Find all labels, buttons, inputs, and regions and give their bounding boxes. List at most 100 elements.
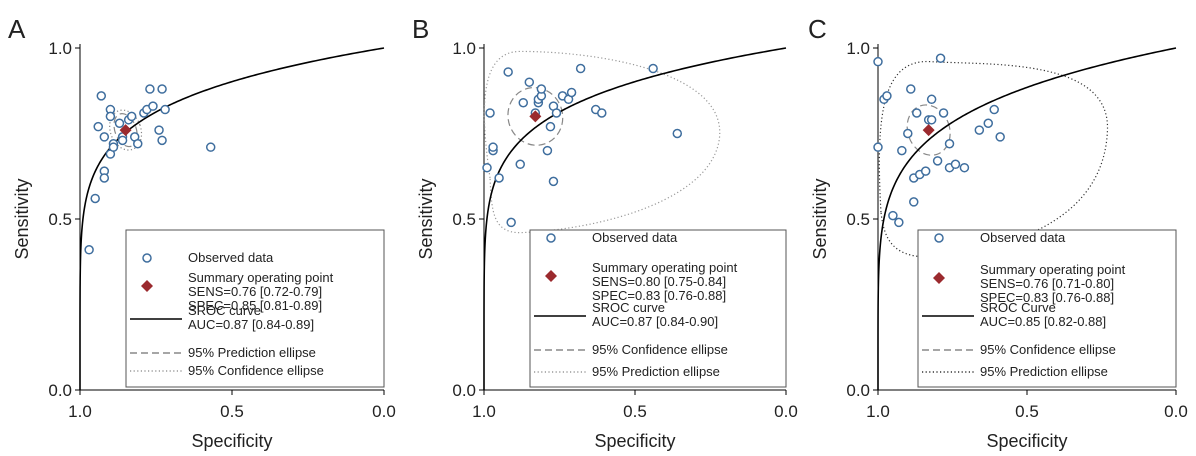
x-tick-label: 0.0 (774, 402, 798, 421)
legend-frame (529, 229, 787, 388)
y-tick-label: 0.0 (846, 381, 870, 400)
x-axis-title: Specificity (191, 431, 272, 451)
observed-point (909, 197, 919, 207)
observed-point (935, 53, 946, 64)
legend-summary-label: Summary operating point (188, 270, 334, 285)
x-tick-label: 0.5 (220, 402, 244, 421)
observed-point (96, 91, 107, 101)
y-tick-label: 0.0 (452, 381, 476, 400)
observed-point (903, 128, 913, 139)
legend-summary-symbol (141, 280, 153, 292)
observed-point (888, 210, 898, 221)
observed-point (944, 139, 955, 149)
observed-point (93, 121, 103, 132)
legend-observed-symbol (934, 233, 944, 243)
observed-point (148, 101, 158, 111)
y-tick-label: 0.5 (846, 210, 870, 229)
legend-frame (917, 229, 1177, 388)
legend-auc-label: AUC=0.87 [0.84-0.90] (592, 314, 718, 329)
legend-ellipse1-label: 95% Prediction ellipse (188, 345, 316, 360)
y-tick-label: 1.0 (846, 39, 870, 58)
legend: Observed data Summary operating pointSENS… (529, 229, 787, 388)
observed-point (926, 94, 937, 105)
observed-point (974, 125, 985, 135)
observed-point (873, 142, 883, 152)
legend: Observed data Summary operating pointSENS… (917, 229, 1177, 388)
y-tick-label: 1.0 (452, 39, 476, 58)
panel-letter: B (412, 14, 429, 44)
observed-point (897, 145, 907, 156)
observed-point (108, 142, 119, 152)
sroc-curve (877, 47, 1177, 390)
legend-sroc-label: SROC curve (188, 303, 261, 318)
observed-point (524, 77, 535, 87)
observed-point (597, 108, 607, 118)
legend-sens-label: SENS=0.76 [0.71-0.80] (980, 276, 1114, 291)
observed-point (506, 217, 516, 228)
summary-point (119, 124, 132, 137)
y-tick-label: 1.0 (48, 39, 72, 58)
observed-point (548, 176, 559, 187)
observed-point (503, 67, 513, 77)
legend-observed-symbol (546, 233, 556, 243)
x-tick-label: 0.5 (623, 402, 647, 421)
legend-observed-label: Observed data (592, 230, 678, 245)
legend-sens-label: SENS=0.76 [0.72-0.79] (188, 284, 322, 299)
observed-point (882, 91, 892, 101)
y-tick-label: 0.0 (48, 381, 72, 400)
observed-point (157, 135, 167, 146)
summary-point (922, 124, 935, 137)
ellipse-dotted (483, 50, 721, 234)
legend-spec-label: SPEC=0.83 [0.76-0.88] (980, 290, 1114, 305)
observed-point (494, 173, 504, 183)
ellipse-dashed (507, 86, 564, 146)
observed-point (205, 142, 216, 152)
observed-point (488, 142, 498, 152)
legend-observed-symbol (142, 253, 152, 263)
x-tick-label: 1.0 (472, 402, 496, 421)
observed-point (145, 84, 155, 94)
observed-point (894, 217, 904, 228)
y-tick-label: 0.5 (452, 210, 476, 229)
sroc-curve (79, 47, 385, 390)
observed-point (911, 108, 922, 118)
observed-point (160, 104, 170, 115)
panel-letter: A (8, 14, 26, 44)
observed-point (105, 111, 116, 122)
legend-spec-label: SPEC=0.83 [0.76-0.88] (592, 288, 726, 303)
observed-point (99, 173, 110, 183)
observed-point (515, 159, 525, 170)
x-tick-label: 0.0 (372, 402, 396, 421)
legend-summary-label: Summary operating point (592, 260, 738, 275)
observed-point (906, 84, 916, 94)
legend-sroc-label: SROC curve (592, 300, 665, 315)
observed-point (99, 132, 110, 142)
sroc-curve (483, 47, 787, 390)
x-axis-title: Specificity (594, 431, 675, 451)
observed-point (542, 145, 553, 156)
y-tick-label: 0.5 (48, 210, 72, 229)
observed-point (551, 108, 562, 118)
y-axis-title: Sensitivity (810, 178, 830, 259)
legend-observed-label: Observed data (980, 230, 1066, 245)
observed-point (920, 166, 931, 176)
observed-point (566, 87, 577, 98)
x-tick-label: 1.0 (68, 402, 92, 421)
legend-ellipse1-label: 95% Confidence ellipse (592, 342, 728, 357)
chart-panel-c: C 1.0 0.5 0.0 0.0 0.5 1.0 Specificity Sensitivit… (808, 14, 1188, 451)
y-axis-title: Sensitivity (416, 178, 436, 259)
legend-ellipse1-label: 95% Confidence ellipse (980, 342, 1116, 357)
legend-ellipse2-label: 95% Prediction ellipse (592, 364, 720, 379)
observed-point (536, 84, 547, 94)
observed-point (672, 128, 683, 139)
observed-point (84, 245, 94, 255)
legend-summary-label: Summary operating point (980, 262, 1126, 277)
legend-sens-label: SENS=0.80 [0.75-0.84] (592, 274, 726, 289)
legend-spec-label: SPEC=0.85 [0.81-0.89] (188, 298, 322, 313)
legend-ellipse2-label: 95% Prediction ellipse (980, 364, 1108, 379)
observed-point (932, 156, 943, 166)
legend-ellipse2-label: 95% Confidence ellipse (188, 363, 324, 378)
observed-point (133, 139, 143, 149)
observed-point (983, 118, 994, 128)
